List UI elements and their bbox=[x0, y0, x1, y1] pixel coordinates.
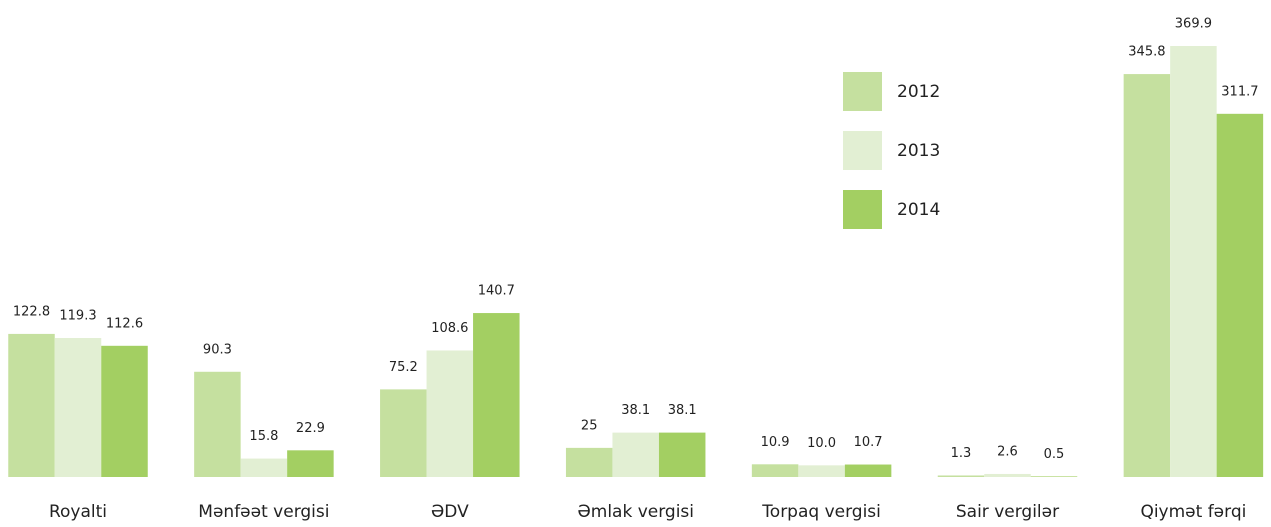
value-label: 38.1 bbox=[621, 403, 650, 418]
category-label: Torpaq vergisi bbox=[761, 502, 881, 522]
category-label: Qiymət fərqi bbox=[1140, 502, 1246, 522]
value-label: 75.2 bbox=[389, 360, 418, 375]
value-label: 15.8 bbox=[249, 429, 278, 444]
category-label: ƏDV bbox=[431, 502, 469, 522]
bar bbox=[658, 432, 706, 477]
value-label: 140.7 bbox=[478, 284, 515, 299]
value-label: 10.0 bbox=[807, 436, 836, 451]
value-label: 369.9 bbox=[1175, 17, 1212, 32]
bar bbox=[1123, 74, 1171, 477]
bar bbox=[798, 465, 845, 477]
value-label: 22.9 bbox=[296, 421, 325, 436]
bar bbox=[54, 337, 102, 477]
bar bbox=[380, 389, 427, 477]
legend-swatch bbox=[843, 131, 882, 170]
value-label: 311.7 bbox=[1221, 84, 1258, 99]
bar bbox=[751, 464, 799, 477]
value-label: 25 bbox=[581, 418, 598, 433]
value-label: 119.3 bbox=[59, 308, 96, 323]
bar bbox=[1216, 113, 1264, 477]
bar bbox=[426, 350, 474, 477]
value-label: 122.8 bbox=[13, 304, 50, 319]
value-label: 10.7 bbox=[854, 435, 883, 450]
value-label: 2.6 bbox=[997, 444, 1018, 459]
legend-swatch bbox=[843, 190, 882, 229]
category-label: Royalti bbox=[49, 502, 107, 522]
bar bbox=[240, 458, 288, 477]
legend-label: 2013 bbox=[897, 141, 940, 161]
category-label: Sair vergilər bbox=[956, 502, 1059, 522]
category-label: Mənfəət vergisi bbox=[198, 502, 329, 522]
value-label: 108.6 bbox=[431, 321, 468, 336]
value-label: 38.1 bbox=[668, 403, 697, 418]
bar bbox=[287, 450, 334, 477]
bar bbox=[612, 432, 659, 477]
bar bbox=[937, 475, 985, 477]
bar bbox=[984, 473, 1031, 477]
legend-label: 2014 bbox=[897, 200, 940, 220]
value-label: 345.8 bbox=[1128, 45, 1165, 60]
legend-label: 2012 bbox=[897, 82, 940, 102]
value-label: 10.9 bbox=[761, 435, 790, 450]
category-label: Əmlak vergisi bbox=[577, 502, 694, 522]
value-label: 112.6 bbox=[106, 316, 143, 331]
value-label: 90.3 bbox=[203, 342, 232, 357]
legend-swatch bbox=[843, 72, 882, 111]
value-label: 0.5 bbox=[1044, 447, 1065, 462]
value-label: 1.3 bbox=[951, 446, 972, 461]
bar bbox=[1030, 476, 1078, 477]
bar bbox=[473, 313, 520, 477]
bar bbox=[565, 447, 613, 477]
bar bbox=[8, 333, 55, 477]
bar bbox=[844, 464, 892, 477]
bar bbox=[194, 371, 241, 477]
bar bbox=[1170, 46, 1217, 477]
bar bbox=[101, 345, 148, 477]
